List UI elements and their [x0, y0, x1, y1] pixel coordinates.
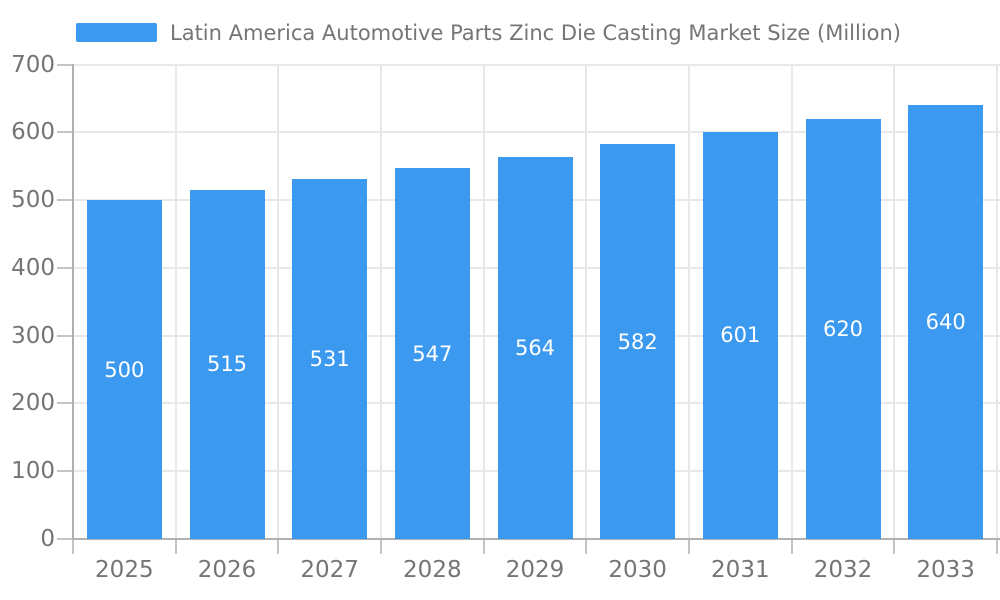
legend-label: Latin America Automotive Parts Zinc Die …: [170, 20, 902, 45]
x-axis-tick: [72, 540, 74, 554]
y-axis-tick-label: 0: [40, 526, 55, 552]
bar-value-label: 547: [412, 341, 453, 366]
x-axis-tick: [585, 540, 588, 554]
bar[interactable]: [394, 168, 470, 539]
gridline-v: [996, 64, 998, 539]
bar[interactable]: [292, 179, 368, 539]
y-axis-tick: [57, 470, 73, 473]
bar[interactable]: [908, 105, 984, 539]
x-axis-tick-label: 2025: [95, 557, 154, 583]
bar-value-label: 620: [822, 316, 864, 341]
x-axis-line: [73, 538, 1000, 540]
bar-value-label: 582: [617, 329, 658, 354]
y-axis-tick-label: 500: [11, 187, 55, 214]
y-axis-tick-label: 300: [11, 322, 55, 349]
bar[interactable]: [600, 144, 676, 539]
gridline-v: [174, 64, 177, 539]
x-axis-tick-label: 2030: [608, 557, 667, 583]
bar[interactable]: [702, 131, 778, 539]
x-axis-tick-label: 2028: [403, 557, 462, 583]
bar[interactable]: [189, 189, 265, 539]
bar-value-label: 500: [104, 357, 145, 382]
bar[interactable]: [497, 156, 573, 539]
bar-value-label: 531: [309, 347, 350, 372]
gridline-h: [73, 63, 1000, 66]
y-axis-tick: [57, 266, 73, 269]
x-axis-tick: [996, 540, 998, 554]
bar-value-label: 515: [206, 352, 248, 377]
gridline-v: [688, 64, 690, 539]
y-axis-tick-label: 700: [11, 51, 55, 78]
x-axis-tick: [688, 540, 690, 554]
x-axis-tick-label: 2026: [197, 557, 257, 583]
x-axis-tick: [277, 540, 280, 554]
x-axis-tick: [893, 540, 896, 554]
bar[interactable]: [805, 118, 881, 539]
gridline-v: [893, 64, 896, 539]
y-axis-tick-label: 100: [11, 458, 55, 485]
x-axis-tick-label: 2029: [505, 557, 565, 583]
y-axis-line: [72, 63, 74, 540]
y-axis-tick: [57, 334, 73, 337]
y-axis-tick: [57, 538, 73, 540]
bar-value-label: 564: [514, 335, 556, 360]
gridline-v: [380, 64, 382, 539]
x-axis-tick: [174, 540, 177, 554]
y-axis-tick: [57, 199, 73, 202]
y-axis-tick: [57, 63, 73, 66]
legend-item[interactable]: Latin America Automotive Parts Zinc Die …: [76, 20, 902, 45]
legend-swatch-icon: [76, 23, 157, 42]
y-axis-tick-label: 600: [11, 119, 55, 146]
bar-value-label: 601: [720, 323, 761, 348]
x-axis-tick-label: 2032: [813, 557, 873, 583]
x-axis-tick-label: 2031: [711, 557, 770, 583]
gridline-h: [73, 131, 1000, 134]
x-axis-tick: [380, 540, 382, 554]
gridline-v: [790, 64, 793, 539]
gridline-v: [482, 64, 485, 539]
y-axis-tick-label: 400: [11, 254, 55, 281]
x-axis-tick-label: 2033: [916, 557, 975, 583]
bar-value-label: 640: [925, 310, 966, 335]
gridline-v: [277, 64, 280, 539]
x-axis-tick-label: 2027: [300, 557, 359, 583]
y-axis-tick: [57, 131, 73, 134]
y-axis-tick-label: 200: [11, 390, 55, 417]
x-axis-tick: [482, 540, 485, 554]
y-axis-tick: [57, 402, 73, 405]
bar[interactable]: [86, 200, 162, 539]
gridline-v: [585, 64, 588, 539]
x-axis-tick: [790, 540, 793, 554]
